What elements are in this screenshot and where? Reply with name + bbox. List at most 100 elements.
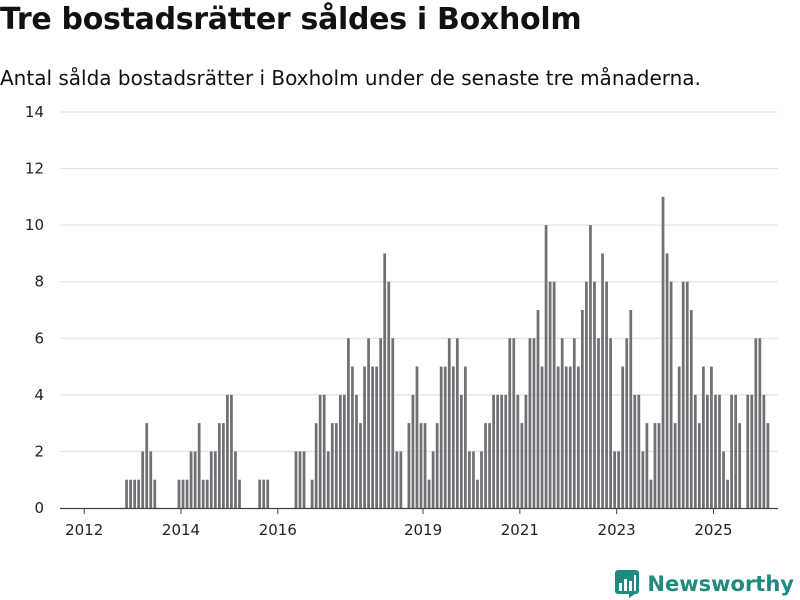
bar-2021-11 <box>560 338 564 508</box>
bar-2025-11 <box>754 338 758 508</box>
bar-2023-03 <box>625 338 629 508</box>
bar-2017-10 <box>363 366 366 508</box>
bar-2023-01 <box>617 451 621 508</box>
bar-2018-02 <box>379 338 383 508</box>
bar-2014-07 <box>205 479 209 508</box>
bar-2021-08 <box>548 281 552 508</box>
bar-2024-01 <box>665 253 669 508</box>
bar-2018-03 <box>383 253 387 508</box>
bar-2022-08 <box>597 338 600 508</box>
x-tick-label-2023: 2023 <box>598 521 636 539</box>
bar-2025-04 <box>726 479 729 508</box>
bar-2018-10 <box>411 394 415 508</box>
bar-2020-04 <box>484 423 487 508</box>
bar-2025-06 <box>734 394 738 508</box>
bar-2020-08 <box>500 394 504 508</box>
bar-2024-05 <box>681 281 685 508</box>
bar-2015-09 <box>262 479 266 508</box>
bar-2019-02 <box>427 479 431 508</box>
bar-2019-08 <box>451 366 455 508</box>
bar-2017-03 <box>334 423 338 508</box>
y-tick-label-12: 12 <box>25 160 44 178</box>
bar-2019-07 <box>447 338 451 508</box>
bar-2025-02 <box>718 394 721 508</box>
bar-2023-06 <box>637 394 641 508</box>
bar-2018-04 <box>387 281 391 508</box>
bar-2013-03 <box>141 451 145 508</box>
bar-2023-09 <box>649 479 653 508</box>
bar-2015-01 <box>230 394 233 508</box>
bar-2019-10 <box>459 394 463 508</box>
bar-2017-07 <box>351 366 354 508</box>
bar-2020-02 <box>476 479 479 508</box>
bar-2023-04 <box>629 310 633 508</box>
bar-2024-07 <box>689 310 693 508</box>
bar-2017-01 <box>326 451 330 508</box>
bar-2021-01 <box>520 423 524 508</box>
bar-2013-01 <box>133 479 136 508</box>
bar-2022-10 <box>605 281 608 508</box>
bar-2014-11 <box>221 423 225 508</box>
bar-2015-03 <box>238 479 241 508</box>
bar-2025-10 <box>750 394 754 508</box>
brand-name: Newsworthy <box>647 572 794 596</box>
bar-2017-05 <box>343 394 346 508</box>
bar-2023-10 <box>653 423 657 508</box>
bar-2014-04 <box>193 451 197 508</box>
bar-2023-02 <box>621 366 625 508</box>
bar-2018-12 <box>419 423 423 508</box>
bar-2014-12 <box>226 394 229 508</box>
bar-2017-06 <box>347 338 350 508</box>
y-tick-label-10: 10 <box>25 216 44 234</box>
bar-2014-06 <box>201 479 205 508</box>
bar-2020-06 <box>492 394 495 508</box>
bar-2023-08 <box>645 423 649 508</box>
bar-2018-06 <box>395 451 399 508</box>
bar-2022-09 <box>601 253 604 508</box>
bar-2024-10 <box>702 366 705 508</box>
bar-2023-07 <box>641 451 645 508</box>
bar-2021-03 <box>528 338 532 508</box>
bar-2014-08 <box>209 451 213 508</box>
bar-2016-06 <box>298 451 302 508</box>
bar-2024-12 <box>710 366 713 508</box>
bar-2014-01 <box>181 479 185 508</box>
grid-lines <box>60 111 778 452</box>
bar-2015-08 <box>258 479 262 508</box>
chart-title: Tre bostadsrätter såldes i Boxholm <box>0 2 582 37</box>
x-tick-label-2019: 2019 <box>404 521 442 539</box>
bar-2025-03 <box>722 451 725 508</box>
bar-2021-07 <box>544 225 548 508</box>
bar-2021-06 <box>540 366 544 508</box>
x-tick-label-2014: 2014 <box>162 521 200 539</box>
bar-2024-11 <box>706 394 709 508</box>
y-tick-label-6: 6 <box>34 329 44 347</box>
x-tick-label-2016: 2016 <box>259 521 297 539</box>
bar-2013-05 <box>149 451 153 508</box>
bar-2019-03 <box>431 451 435 508</box>
bar-2013-12 <box>177 479 181 508</box>
bar-2022-12 <box>613 451 617 508</box>
bar-2024-04 <box>677 366 681 508</box>
bar-2020-03 <box>480 451 483 508</box>
newsworthy-logo-icon <box>615 570 640 598</box>
bar-2013-04 <box>145 423 149 508</box>
x-tick-label-2025: 2025 <box>694 521 732 539</box>
bar-2013-06 <box>153 479 157 508</box>
bar-2020-09 <box>504 394 508 508</box>
bar-2025-05 <box>730 394 733 508</box>
bar-2019-11 <box>464 366 467 508</box>
bar-2024-09 <box>697 423 701 508</box>
bar-2019-09 <box>455 338 459 508</box>
y-tick-label-4: 4 <box>34 386 44 404</box>
bar-2018-09 <box>407 423 411 508</box>
bar-2014-02 <box>185 479 189 508</box>
bar-2020-11 <box>512 338 516 508</box>
bar-2024-02 <box>669 281 673 508</box>
bar-2022-02 <box>572 338 576 508</box>
bar-2026-02 <box>766 423 770 508</box>
bar-2025-01 <box>714 394 717 508</box>
bar-2022-06 <box>589 225 592 508</box>
bar-2016-09 <box>310 479 314 508</box>
